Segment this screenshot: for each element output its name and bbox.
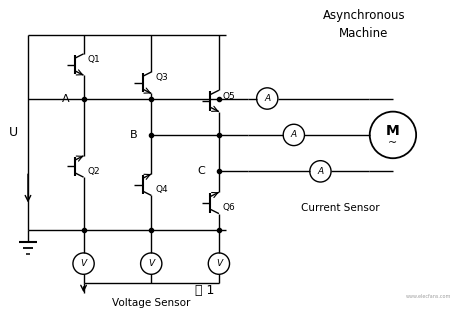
Text: M: M xyxy=(386,124,400,138)
Text: Q3: Q3 xyxy=(155,73,168,82)
Text: Voltage Sensor: Voltage Sensor xyxy=(112,298,190,308)
Text: Asynchronous
Machine: Asynchronous Machine xyxy=(322,9,405,40)
Text: V: V xyxy=(216,259,222,268)
Text: U: U xyxy=(9,126,18,139)
Text: www.elecfans.com: www.elecfans.com xyxy=(406,294,451,299)
Text: Current Sensor: Current Sensor xyxy=(301,203,380,213)
Text: A: A xyxy=(62,94,69,104)
Text: A: A xyxy=(317,167,323,176)
Text: B: B xyxy=(129,130,137,140)
Text: Q4: Q4 xyxy=(155,185,168,194)
Text: Q1: Q1 xyxy=(87,55,100,64)
Text: A: A xyxy=(291,131,297,140)
Text: C: C xyxy=(197,166,205,176)
Text: 图 1: 图 1 xyxy=(195,284,214,297)
Text: Q6: Q6 xyxy=(223,203,236,212)
Text: Q5: Q5 xyxy=(223,91,236,100)
Text: A: A xyxy=(264,94,270,103)
Text: ~: ~ xyxy=(389,138,398,148)
Text: V: V xyxy=(148,259,154,268)
Text: V: V xyxy=(80,259,87,268)
Text: Q2: Q2 xyxy=(87,167,100,176)
